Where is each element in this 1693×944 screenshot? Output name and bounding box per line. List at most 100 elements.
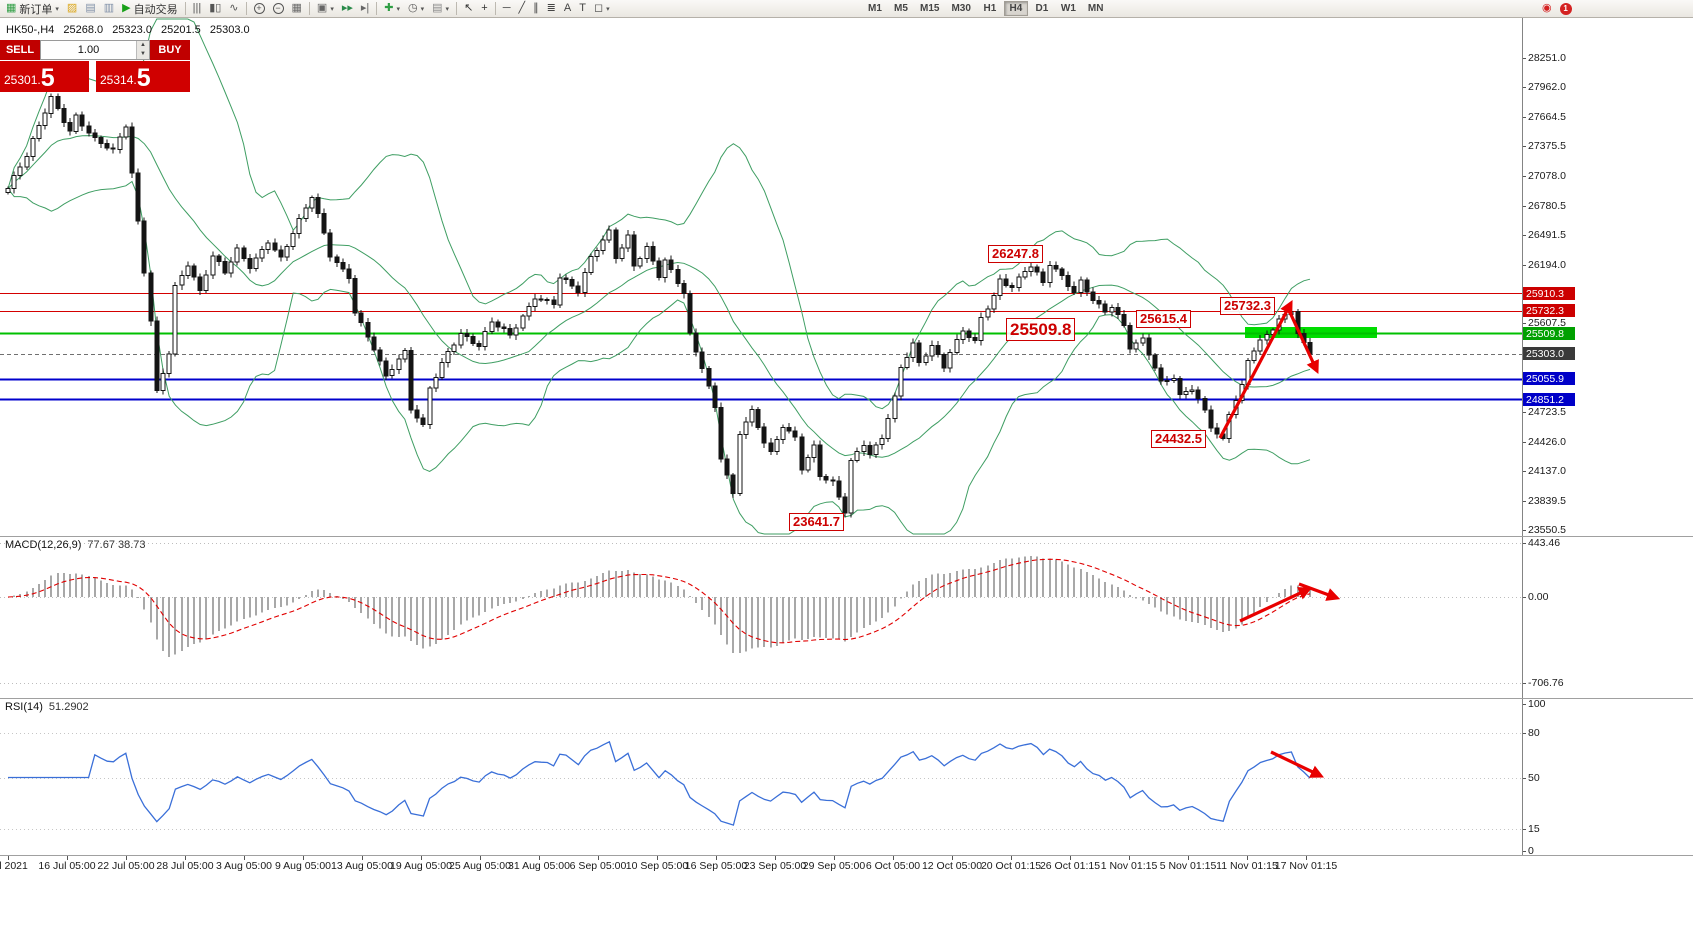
auto-scroll-icon[interactable]: ▸▸ [339,1,356,17]
toolbar-separator [456,2,458,15]
crosshair-icon[interactable]: + [478,1,490,17]
zoom-out-icon[interactable]: − [270,1,287,17]
text-icon-glyph: A [563,2,572,14]
timeframe-m30-button[interactable]: M30 [951,3,971,14]
horizontal-level-lines [0,293,1522,401]
periods-icon[interactable]: ◷ ▾ [405,1,427,17]
cursor-icon[interactable]: ↖ [461,1,476,17]
autotrading-button[interactable]: ▶ 自动交易 [119,1,180,17]
caret-down-icon: ▾ [445,5,450,13]
cursor-icon-glyph: ↖ [464,2,474,14]
shapes-icon[interactable]: ◻ ▾ [591,1,613,17]
low-value: 25201.5 [161,24,201,36]
caret-down-icon: ▾ [606,5,610,13]
package-icon-glyph: ▨ [66,2,78,14]
rsi-grid [0,733,1522,830]
rsi-indicator-label: RSI(14) 51.2902 [5,701,89,713]
candlestick-chart-icon-glyph: ▮▯ [209,2,222,14]
macd-histogram [13,555,1311,658]
label-icon-glyph: T [579,2,586,14]
tile-windows-icon[interactable]: ▦ [289,1,305,17]
timeframe-m1-button[interactable]: M1 [868,3,882,14]
fibonacci-icon[interactable]: ≣ [544,1,559,17]
templates-icon[interactable]: ▤ ▾ [429,1,452,17]
quick-access-icon[interactable]: ◉ [1539,1,1555,17]
volume-value: 1.00 [77,44,100,56]
periods-icon-glyph: ◷ [408,2,418,14]
buy-button[interactable]: BUY [150,40,190,60]
indicators-icon[interactable]: ✚ ▾ [381,1,403,17]
toolbar-right-group: ◉ 1 [1538,0,1576,17]
macd-values: 77.67 38.73 [87,539,146,551]
buy-price: 25314. [100,73,137,87]
timeframe-h1-button[interactable]: H1 [983,3,997,14]
templates-icon-glyph: ▤ [432,2,443,14]
trade-panel-top-row: SELL 1.00 ▲ ▼ BUY [0,40,190,60]
top-toolbar: ▦ 新订单 ▾ ▨ ▤ ▥ ▶ 自动交易 ||| ▮▯ ∿ + − ▦ ▣ ▾ ▸▸ ▸| ✚ ▾ ◷ ▾ ▤ ▾ ↖ + ─ ╱ ∥ ≣… [0,0,1693,18]
timeframe-d1-button[interactable]: D1 [1035,3,1049,14]
new-order-button[interactable]: ▦ 新订单 ▾ [3,1,62,17]
spin-down-icon[interactable]: ▼ [137,50,149,59]
main-macd-separator[interactable] [0,536,1693,537]
caret-down-icon: ▾ [420,5,425,13]
close-value: 25303.0 [209,24,250,36]
volume-stepper[interactable]: 1.00 ▲ ▼ [40,40,150,60]
timeframe-h4-button[interactable]: H4 [1003,1,1028,16]
zoom-in-icon[interactable]: + [251,1,268,17]
sell-price-big-digit: 5 [40,64,55,92]
label-icon[interactable]: T [576,1,589,17]
buy-price-box[interactable]: 25314. 5 [96,61,190,92]
macd-rsi-separator[interactable] [0,698,1693,699]
indicators-icon-glyph: ✚ [384,2,394,14]
new-chart-icon[interactable]: ▣ ▾ [314,1,337,17]
symbol-period-label: HK50-,H4 [6,24,55,36]
timeframe-m15-button[interactable]: M15 [920,3,940,14]
trendline-icon[interactable]: ╱ [516,1,529,17]
rsi-value: 51.2902 [48,701,89,713]
charts-window-icon[interactable]: ▥ [101,1,117,17]
sell-button[interactable]: SELL [0,40,40,60]
channel-icon[interactable]: ∥ [530,1,542,17]
time-axis-area[interactable] [0,856,1693,880]
sell-price-box[interactable]: 25301. 5 [0,61,89,92]
macd-name: MACD(12,26,9) [5,539,82,551]
candlestick-chart-icon[interactable]: ▮▯ [206,1,224,17]
quick-access-icon-glyph: ◉ [1542,2,1552,14]
line-chart-icon[interactable]: ∿ [226,1,241,17]
timeframe-m5-button[interactable]: M5 [894,3,908,14]
macd-indicator-label: MACD(12,26,9) 77.67 38.73 [5,539,146,551]
chart-shift-icon-glyph: ▸| [360,2,370,14]
charts-window-icon-glyph: ▥ [103,2,115,14]
high-value: 25323.0 [112,24,152,36]
caret-down-icon: ▾ [55,5,59,13]
spin-up-icon[interactable]: ▲ [137,41,149,50]
toolbar-separator [245,2,247,15]
profiles-icon[interactable]: ▤ [82,1,98,17]
timeframe-mn-button[interactable]: MN [1087,3,1104,14]
fibonacci-icon-glyph: ≣ [546,2,556,14]
macd-signal-line [7,558,1311,644]
text-icon[interactable]: A [561,1,574,17]
price-axis-area[interactable] [1523,18,1693,856]
package-icon[interactable]: ▨ [64,1,80,17]
new-order-glyph: ▦ [6,2,17,14]
bar-chart-icon[interactable]: ||| [190,1,205,17]
new-chart-icon-glyph: ▣ [316,2,328,14]
sell-price: 25301. [4,73,41,87]
chart-shift-icon[interactable]: ▸| [358,1,372,17]
timeframe-w1-button[interactable]: W1 [1060,3,1076,14]
one-click-trade-panel: SELL 1.00 ▲ ▼ BUY 25301. 5 25314. 5 [0,40,190,92]
notification-badge[interactable]: 1 [1557,1,1575,17]
axis-tick-marks [8,58,1526,860]
new-order-button-label: 新订单 [19,3,53,16]
trade-panel-price-row: 25301. 5 25314. 5 [0,61,190,92]
notification-badge-glyph: 1 [1559,2,1572,15]
rsi-line [8,740,1311,826]
candlestick-layer [5,93,1313,518]
rsi-name: RSI(14) [5,701,43,713]
horizontal-line-icon[interactable]: ─ [500,1,514,17]
horizontal-line-icon-glyph: ─ [502,2,511,14]
macd-grid [0,543,1522,684]
volume-spin-buttons[interactable]: ▲ ▼ [136,41,149,59]
